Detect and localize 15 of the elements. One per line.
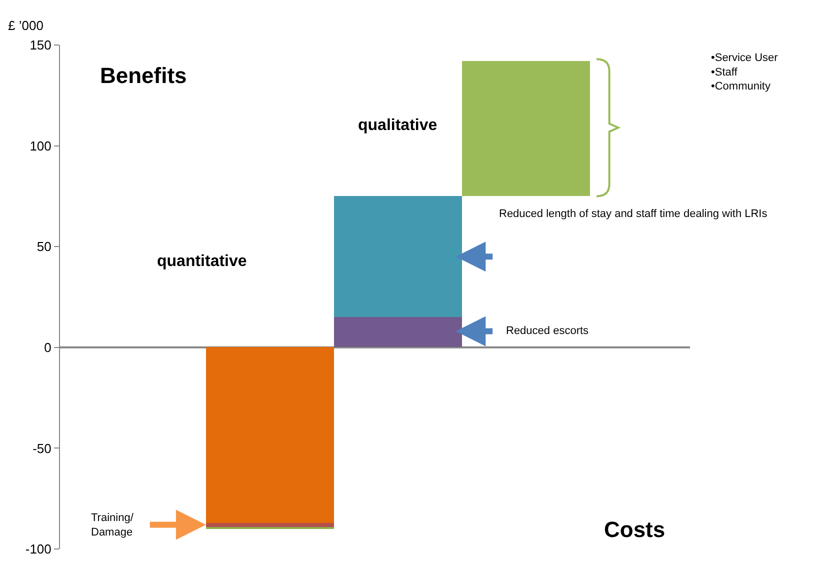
y-tick-label: 0 — [44, 340, 52, 355]
annotation: Reduced escorts — [506, 325, 590, 337]
y-tick-label: 150 — [30, 38, 52, 53]
annotation: qualitative — [358, 117, 438, 134]
annotation: Costs — [604, 517, 666, 542]
annotation: Training/ Damage — [91, 512, 134, 538]
y-tick-label: -100 — [25, 542, 52, 557]
y-axis-title: £ ’000 — [8, 18, 44, 33]
annotation: quantitative — [157, 253, 247, 270]
annotation: Reduced length of stay and staff time dealing with LRIs — [499, 208, 768, 220]
annotation: Benefits — [100, 63, 187, 88]
y-tick-label: 50 — [36, 239, 52, 254]
text: •Service User •Staff •Community — [711, 52, 778, 93]
y-tick-label: -50 — [32, 440, 52, 456]
y-tick-label: 100 — [30, 138, 52, 154]
